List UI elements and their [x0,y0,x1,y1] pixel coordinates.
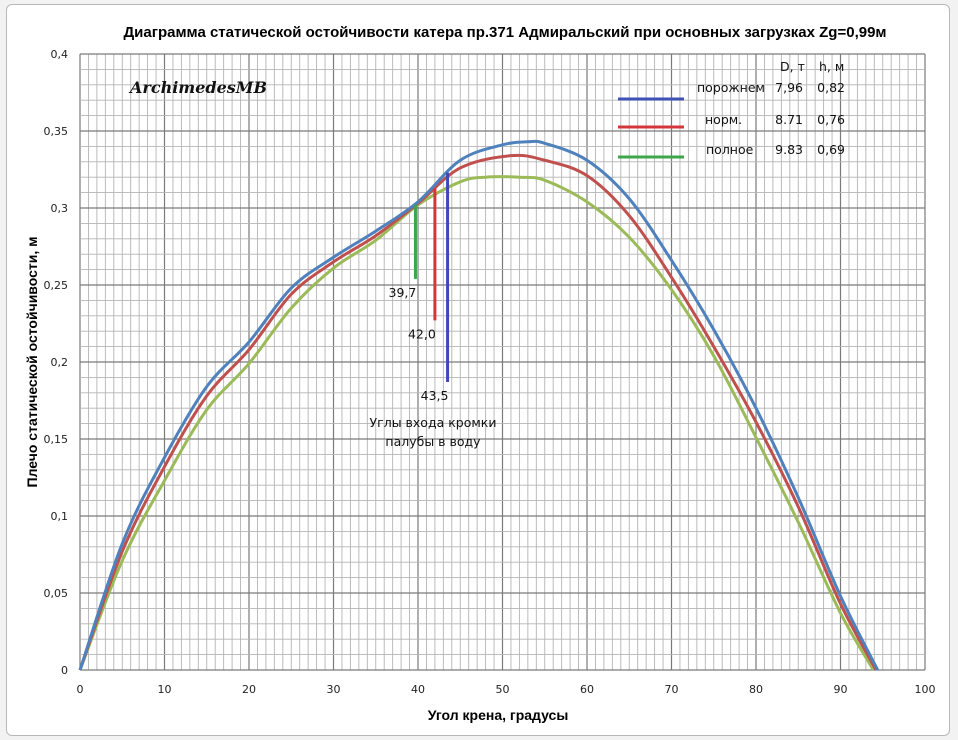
x-tick-label: 20 [242,683,256,696]
legend-d-value: 8.71 [775,112,803,127]
x-tick-label: 60 [580,683,594,696]
watermark: ArchimedesMB [128,78,267,97]
legend: D, т h, м порожнем 7,96 0,82 норм. 8.71 0,76 п… [618,59,845,159]
x-axis-label: Угол крена, градусы [428,707,569,723]
y-tick-label: 0,4 [51,48,69,61]
x-tick-label: 70 [665,683,679,696]
y-tick-label: 0,3 [51,202,69,215]
y-tick-label: 0,2 [51,356,69,369]
series-line-полное [78,175,875,671]
legend-d-value: 9.83 [775,142,803,157]
legend-label: норм. [705,112,742,127]
tick-labels: 0 10 20 30 40 50 60 70 80 90 100 0 0,05 0,1 0,15 0,2 0,2… [44,48,936,696]
deck-entry-caption-2: палубы в воду [385,434,481,449]
deck-entry-marker-label: 39,7 [389,285,417,300]
x-tick-label: 10 [158,683,172,696]
x-tick-label: 50 [496,683,510,696]
legend-d-value: 7,96 [775,80,803,95]
deck-entry-caption-1: Углы входа кромки [370,415,497,430]
chart-title: Диаграмма статической остойчивости катер… [123,24,886,41]
y-tick-label: 0,35 [44,125,69,138]
deck-entry-marker-label: 42,0 [408,326,436,341]
x-tick-label: 40 [411,683,425,696]
series-line-порожнем [78,139,880,671]
x-tick-label: 80 [749,683,763,696]
y-tick-label: 0 [61,664,68,677]
legend-h-value: 0,76 [817,112,845,127]
legend-header-h: h, м [819,59,844,74]
legend-label: порожнем [697,80,765,95]
deck-entry-marker-label: 43,5 [421,388,449,403]
legend-h-value: 0,69 [817,142,845,157]
x-tick-label: 100 [915,683,936,696]
deck-entry-markers: 39,7 42,0 43,5 [389,172,450,403]
series-lines [78,139,880,671]
legend-label: полное [706,142,754,157]
series-line-норм. [78,153,878,671]
y-axis-label: Плечо статической остойчивости, м [24,237,40,488]
x-tick-label: 30 [327,683,341,696]
legend-header-d: D, т [780,59,805,74]
legend-h-value: 0,82 [817,80,845,95]
x-tick-label: 90 [834,683,848,696]
chart-frame [6,4,950,736]
y-tick-label: 0,25 [44,279,69,292]
y-tick-label: 0,1 [51,510,69,523]
y-tick-label: 0,15 [44,433,69,446]
x-tick-label: 0 [77,683,84,696]
y-tick-label: 0,05 [44,587,69,600]
